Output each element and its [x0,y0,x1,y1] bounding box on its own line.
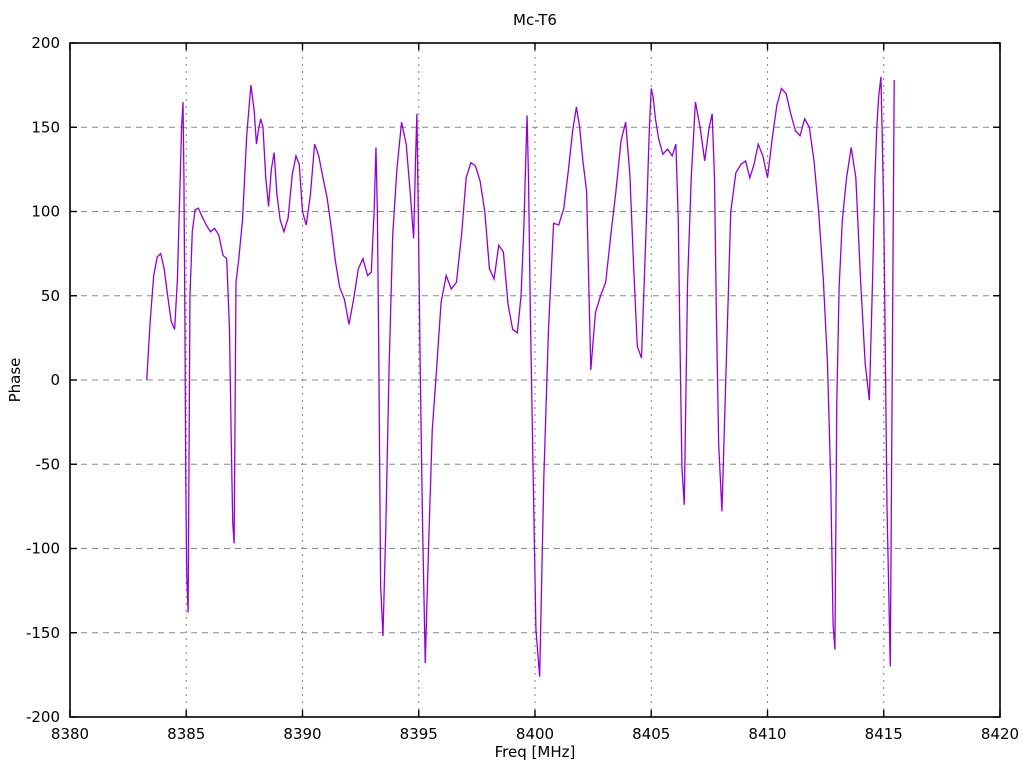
x-tick-label: 8405 [632,725,670,743]
x-tick-label: 8385 [167,725,205,743]
y-axis-tickmarks [70,42,1000,718]
y-tick-label: 0 [50,371,60,389]
y-tick-label: 150 [31,118,60,136]
y-tick-label: -150 [26,624,60,642]
y-tick-label: 200 [31,34,60,52]
x-axis-tick-labels: 8380 8385 8390 8395 8400 8405 8410 8415 8420 [51,725,1019,743]
y-tick-label: -100 [26,540,60,558]
x-tick-label: 8400 [516,725,554,743]
x-tick-label: 8395 [400,725,438,743]
y-tick-label: 100 [31,203,60,221]
x-tick-label: 8415 [865,725,903,743]
y-tick-label: -200 [26,708,60,726]
x-tick-label: 8410 [748,725,786,743]
chart-title: Mc-T6 [513,11,557,29]
y-tick-label: 50 [41,287,60,305]
x-tick-label: 8390 [283,725,321,743]
data-line-phase [146,76,895,677]
x-tick-label: 8420 [981,725,1019,743]
y-axis-tick-labels: -200 -150 -100 -50 0 50 100 150 200 [26,34,60,726]
y-tick-label: -50 [36,455,61,473]
data-series-group [146,76,895,677]
x-axis-title: Freq [MHz] [495,743,576,761]
x-tick-label: 8380 [51,725,89,743]
x-axis-tickmarks [69,43,1001,717]
y-axis-title: Phase [6,358,24,403]
